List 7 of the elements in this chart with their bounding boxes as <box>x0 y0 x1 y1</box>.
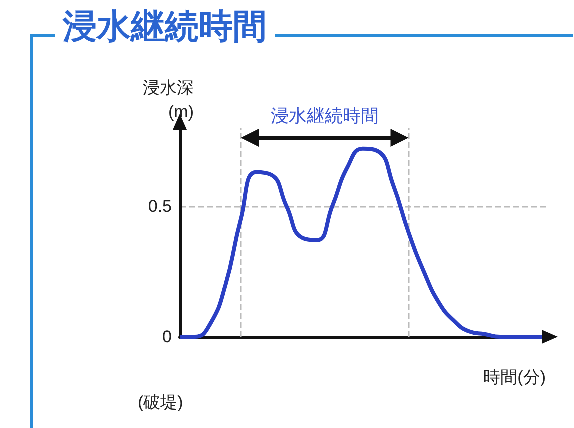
text: 浸水継続時間 <box>270 106 379 127</box>
x-axis-title: 時間(分) <box>484 368 546 387</box>
y-tick-label: 0 <box>162 328 172 346</box>
y-tick-label: 0.5 <box>148 196 172 216</box>
chart-title: 浸水継続時間 <box>55 4 275 50</box>
text: (破堤) <box>138 393 184 412</box>
y-axis-title: 浸水深 (m) <box>143 78 194 122</box>
